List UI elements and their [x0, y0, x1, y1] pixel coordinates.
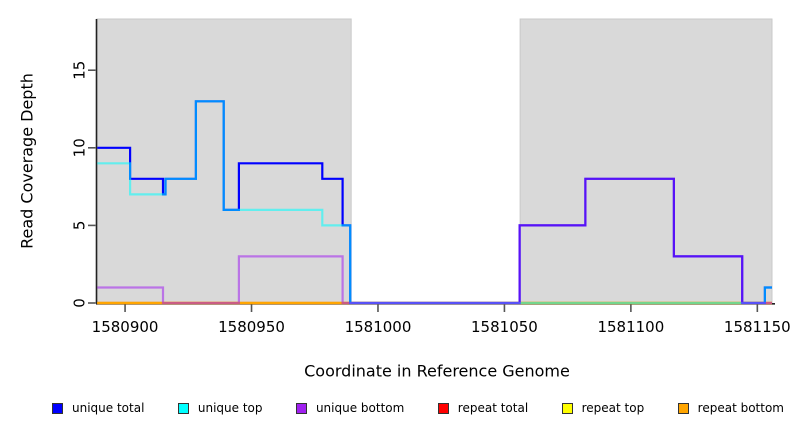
legend-item-repeat-bottom: repeat bottom [677, 401, 784, 415]
legend-label: unique bottom [315, 401, 405, 415]
y-axis-title: Read Coverage Depth [17, 73, 37, 249]
legend-item-unique-top: unique top [177, 401, 263, 415]
legend-swatch-icon [177, 402, 189, 414]
legend-item-unique-total: unique total [52, 401, 144, 415]
y-tick-label: 10 [71, 138, 89, 157]
legend-item-repeat-top: repeat top [561, 401, 645, 415]
legend-label: repeat total [457, 401, 529, 415]
x-tick-label: 1581150 [724, 318, 791, 336]
legend-label: repeat top [581, 401, 645, 415]
x-tick-label: 1581000 [345, 318, 412, 336]
shaded-region [519, 18, 773, 304]
legend-item-repeat-total: repeat total [437, 401, 529, 415]
x-tick-label: 1580900 [92, 318, 159, 336]
y-tick-label: 5 [71, 221, 89, 231]
legend-swatch-icon [52, 402, 63, 414]
x-tick-label: 1580950 [218, 318, 285, 336]
legend-swatch-icon [295, 402, 307, 414]
legend-label: repeat bottom [697, 401, 784, 415]
legend-swatch-icon [561, 402, 573, 414]
y-tick-label: 15 [71, 61, 89, 80]
legend-swatch-icon [677, 402, 689, 414]
legend-swatch-icon [437, 402, 449, 414]
legend: unique total unique top unique bottom repea… [52, 399, 784, 417]
y-tick-label: 0 [71, 298, 89, 308]
legend-label: unique top [197, 401, 263, 415]
x-axis-title: Coordinate in Reference Genome [304, 361, 570, 381]
series-unique-bottom [97, 177, 772, 305]
series-unique-top [97, 100, 772, 305]
x-tick-label: 1581050 [471, 318, 538, 336]
legend-item-unique-bottom: unique bottom [295, 401, 405, 415]
x-tick-label: 1581100 [597, 318, 664, 336]
legend-label: unique total [72, 401, 145, 415]
